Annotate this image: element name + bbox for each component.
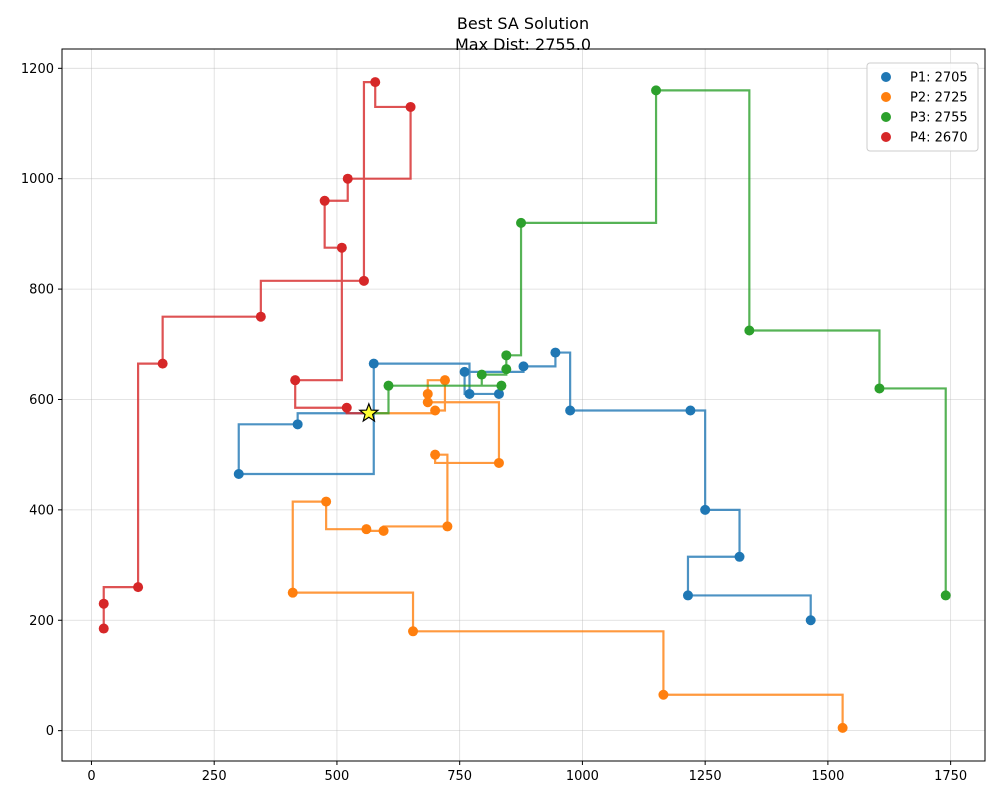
series-point bbox=[319, 195, 330, 206]
series-point bbox=[439, 375, 450, 386]
x-tick-label: 1000 bbox=[566, 769, 599, 784]
series-point bbox=[233, 468, 244, 479]
x-tick-label: 1750 bbox=[934, 769, 967, 784]
grid-layer bbox=[62, 49, 985, 761]
series-point bbox=[422, 388, 433, 399]
chart-subtitle: Max Dist: 2755.0 bbox=[455, 35, 591, 54]
series-point bbox=[287, 587, 298, 598]
series-point bbox=[442, 521, 453, 532]
series-point bbox=[682, 590, 693, 601]
series-point bbox=[658, 689, 669, 700]
legend-entry-label: P2: 2725 bbox=[910, 91, 968, 106]
series-route-line bbox=[291, 379, 844, 728]
series-point bbox=[98, 598, 109, 609]
legend-entry-label: P4: 2670 bbox=[910, 131, 968, 146]
series-point bbox=[501, 364, 512, 375]
series-point bbox=[685, 405, 696, 416]
y-tick-label: 1000 bbox=[21, 172, 54, 187]
x-tick-label: 750 bbox=[447, 769, 472, 784]
plot-area bbox=[62, 49, 985, 761]
series-point bbox=[98, 623, 109, 634]
series-point bbox=[133, 582, 144, 593]
series-point bbox=[744, 325, 755, 336]
series-point bbox=[321, 496, 332, 507]
legend-entry-label: P3: 2755 bbox=[910, 111, 968, 126]
series-group bbox=[233, 347, 816, 626]
series-point bbox=[464, 388, 475, 399]
tick-layer: 0 250 500 750 1000 1250 1500 1750 0 200 400 600 800 1… bbox=[21, 62, 967, 784]
series-point bbox=[550, 347, 561, 358]
series-point bbox=[734, 551, 745, 562]
series-point bbox=[476, 369, 487, 380]
series-point bbox=[874, 383, 885, 394]
series-point bbox=[516, 217, 527, 228]
series-point bbox=[368, 358, 379, 369]
series-point bbox=[405, 101, 416, 112]
series-point bbox=[342, 173, 353, 184]
series-group bbox=[368, 85, 951, 601]
legend-marker bbox=[881, 92, 891, 102]
legend-marker bbox=[881, 132, 891, 142]
x-tick-label: 1250 bbox=[689, 769, 722, 784]
series-point bbox=[290, 375, 301, 386]
series-point bbox=[383, 380, 394, 391]
y-tick-label: 1200 bbox=[21, 62, 54, 77]
series-group bbox=[98, 77, 416, 634]
x-tick-label: 0 bbox=[87, 769, 95, 784]
series-point bbox=[651, 85, 662, 96]
series-point bbox=[837, 722, 848, 733]
chart-title: Best SA Solution bbox=[457, 14, 589, 33]
series-point bbox=[805, 615, 816, 626]
series-point bbox=[255, 311, 266, 322]
depot-star-marker bbox=[358, 402, 380, 423]
series-point bbox=[496, 380, 507, 391]
series-point bbox=[700, 504, 711, 515]
series-point bbox=[422, 397, 433, 408]
series-route-line bbox=[102, 81, 412, 629]
legend-frame bbox=[866, 62, 979, 152]
legend-entry-label: P1: 2705 bbox=[910, 71, 968, 86]
x-tick-label: 1500 bbox=[811, 769, 844, 784]
series-point bbox=[358, 275, 369, 286]
series-point bbox=[501, 350, 512, 361]
y-tick-label: 200 bbox=[29, 614, 54, 629]
series-group bbox=[287, 375, 848, 733]
series-point bbox=[940, 590, 951, 601]
y-tick-label: 0 bbox=[46, 724, 54, 739]
plot-frame bbox=[61, 48, 986, 762]
series-point bbox=[341, 402, 352, 413]
series-point bbox=[459, 366, 470, 377]
series-point bbox=[370, 77, 381, 88]
y-tick-label: 800 bbox=[29, 283, 54, 298]
x-tick-label: 250 bbox=[202, 769, 227, 784]
series-point bbox=[430, 449, 441, 460]
legend-marker bbox=[881, 72, 891, 82]
x-tick-label: 500 bbox=[325, 769, 350, 784]
series-point bbox=[336, 242, 347, 253]
series-point bbox=[565, 405, 576, 416]
series-point bbox=[493, 388, 504, 399]
axes-layer bbox=[61, 48, 986, 762]
series-point bbox=[361, 524, 372, 535]
series-point bbox=[157, 358, 168, 369]
series-point bbox=[430, 405, 441, 416]
series-point bbox=[493, 457, 504, 468]
series-point bbox=[518, 361, 529, 372]
y-tick-label: 400 bbox=[29, 503, 54, 518]
legend: P1: 2705 P2: 2725 P3: 2755 P4: 2670 bbox=[866, 62, 979, 152]
legend-marker bbox=[881, 112, 891, 122]
series-layer bbox=[98, 77, 951, 733]
series-point bbox=[378, 525, 389, 536]
series-point bbox=[408, 626, 419, 637]
y-tick-label: 600 bbox=[29, 393, 54, 408]
series-point bbox=[292, 419, 303, 430]
